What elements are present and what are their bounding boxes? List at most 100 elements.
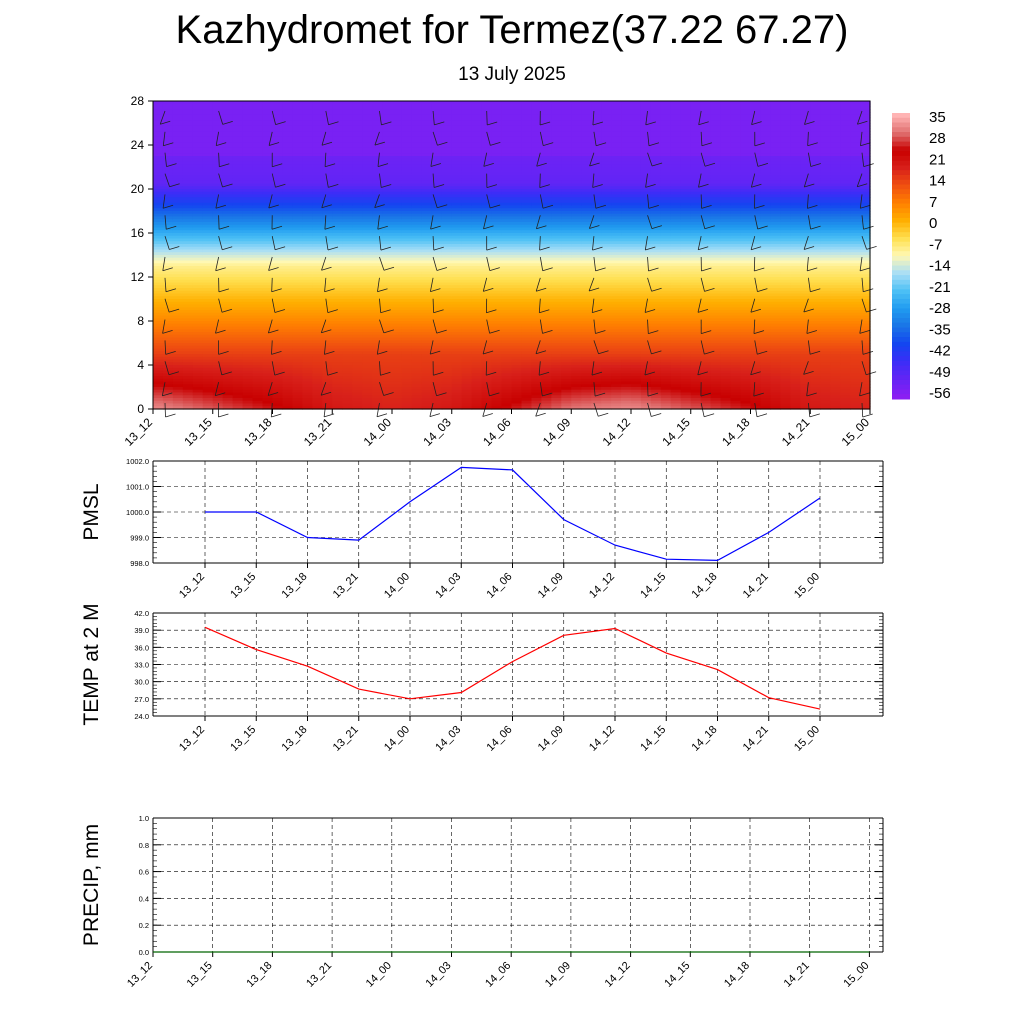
heatmap-cell — [401, 244, 413, 248]
heatmap-cell — [501, 282, 513, 286]
heatmap-cell — [172, 288, 184, 292]
heatmap-cell — [521, 194, 533, 198]
heatmap-cell — [242, 329, 254, 333]
heatmap-cell — [252, 406, 264, 410]
heatmap-cell — [401, 367, 413, 372]
heatmap-cell — [431, 200, 443, 204]
heatmap-cell — [202, 180, 214, 185]
heatmap-cell — [172, 263, 184, 267]
heatmap-cell — [212, 277, 224, 281]
heatmap-cell — [282, 180, 294, 185]
heatmap-cell — [362, 255, 373, 259]
heatmap-cell — [421, 348, 433, 352]
heatmap-cell — [153, 387, 164, 391]
heatmap-cell — [222, 326, 234, 330]
heatmap-cell — [501, 359, 513, 363]
heatmap-cell — [541, 156, 552, 160]
heatmap-cell — [242, 318, 254, 322]
heatmap-cell — [202, 362, 214, 366]
heatmap-cell — [411, 103, 423, 108]
heatmap-cell — [521, 103, 533, 108]
heatmap-cell — [302, 279, 313, 284]
heatmap-cell — [511, 131, 523, 135]
heatmap-cell — [372, 128, 383, 132]
heatmap-cell — [401, 400, 413, 405]
heatmap-cell — [521, 180, 533, 185]
heatmap-cell — [352, 340, 363, 344]
heatmap-cell — [461, 216, 473, 220]
heatmap-cell — [401, 299, 413, 303]
heatmap-cell — [192, 354, 204, 358]
heatmap-cell — [471, 354, 483, 358]
heatmap-cell — [322, 208, 333, 212]
heatmap-cell — [382, 114, 393, 119]
heatmap-cell — [431, 189, 443, 193]
heatmap-cell — [401, 169, 413, 174]
heatmap-cell — [521, 282, 533, 286]
heatmap-cell — [182, 277, 194, 281]
heatmap-cell — [511, 205, 523, 209]
heatmap-cell — [372, 370, 383, 374]
heatmap-cell — [571, 359, 582, 363]
heatmap-cell — [292, 158, 303, 163]
heatmap-cell — [212, 183, 224, 187]
heatmap-cell — [461, 238, 473, 242]
heatmap-cell — [332, 114, 343, 119]
heatmap-cell — [561, 230, 572, 234]
heatmap-cell — [451, 268, 463, 273]
heatmap-cell — [312, 112, 323, 116]
heatmap-cell — [242, 321, 254, 325]
heatmap-cell — [272, 224, 284, 229]
heatmap-cell — [511, 266, 523, 270]
heatmap-cell — [481, 392, 493, 396]
heatmap-cell — [461, 400, 473, 405]
heatmap-cell — [162, 260, 174, 264]
heatmap-cell — [312, 125, 323, 130]
heatmap-cell — [382, 186, 393, 190]
heatmap-cell — [192, 246, 204, 251]
heatmap-cell — [322, 257, 333, 262]
heatmap-cell — [182, 340, 194, 344]
heatmap-cell — [182, 224, 194, 229]
heatmap-cell — [242, 213, 254, 218]
heatmap-cell — [182, 329, 194, 333]
heatmap-cell — [421, 285, 433, 289]
heatmap-cell — [431, 227, 443, 231]
heatmap-cell — [252, 186, 264, 190]
heatmap-cell — [392, 288, 403, 292]
heatmap-cell — [272, 400, 284, 405]
heatmap-cell — [431, 257, 443, 262]
heatmap-cell — [272, 158, 284, 163]
heatmap-cell — [541, 213, 552, 218]
heatmap-cell — [232, 101, 244, 105]
heatmap-cell — [202, 117, 214, 121]
heatmap-cell — [322, 367, 333, 372]
heatmap-cell — [153, 282, 164, 286]
heatmap-cell — [401, 180, 413, 185]
heatmap-cell — [153, 359, 164, 363]
heatmap-cell — [282, 233, 294, 237]
heatmap-cell — [242, 340, 254, 344]
heatmap-cell — [491, 293, 503, 297]
heatmap-cell — [431, 348, 443, 352]
heatmap-cell — [272, 255, 284, 259]
heatmap-cell — [172, 139, 184, 143]
heatmap-cell — [212, 362, 224, 366]
heatmap-cell — [541, 381, 552, 385]
heatmap-cell — [531, 334, 542, 339]
heatmap-cell — [282, 337, 294, 341]
heatmap-cell — [392, 290, 403, 295]
heatmap-cell — [392, 337, 403, 341]
heatmap-cell — [162, 403, 174, 407]
heatmap-cell — [461, 395, 473, 399]
heatmap-cell — [262, 183, 274, 187]
heatmap-cell — [461, 183, 473, 187]
heatmap-cell — [382, 103, 393, 108]
heatmap-cell — [451, 263, 463, 267]
heatmap-cell — [431, 392, 443, 396]
heatmap-cell — [571, 392, 582, 396]
heatmap-cell — [382, 233, 393, 237]
heatmap-cell — [272, 293, 284, 297]
heatmap-cell — [342, 114, 353, 119]
heatmap-cell — [501, 213, 513, 218]
